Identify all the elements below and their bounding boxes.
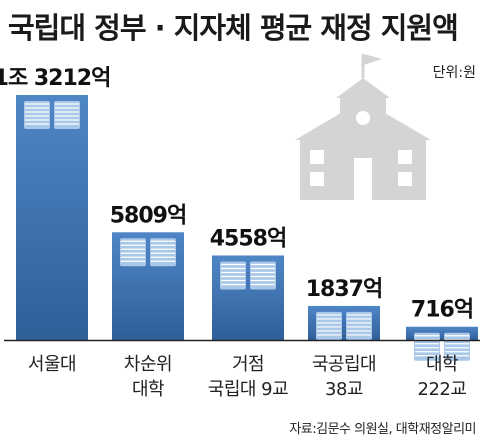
category-label-5: 대학	[426, 354, 458, 375]
book-stack-icon	[444, 332, 470, 361]
book-stack-icon	[54, 101, 80, 129]
book-stack-icon	[24, 101, 50, 129]
unit-label: 단위:원	[432, 65, 476, 81]
value-label-2: 5809억	[110, 203, 186, 228]
book-stack-icon	[316, 311, 342, 340]
chart-title: 국립대 정부 · 지자체 평균 재정 지원액	[8, 11, 459, 45]
book-stack-icon	[414, 332, 440, 361]
category-label-3: 거점	[232, 354, 264, 375]
book-stack-icon	[150, 238, 176, 267]
category-label-2: 차순위	[124, 354, 172, 375]
book-stack-icon	[250, 261, 276, 290]
category-label-4: 38교	[325, 379, 363, 400]
category-label-4: 국공립대	[312, 354, 376, 375]
book-stack-icon	[120, 238, 146, 267]
value-label-3: 4558억	[210, 226, 286, 251]
value-label-4: 1837억	[306, 277, 382, 302]
category-label-3: 국립대 9교	[208, 379, 288, 400]
book-stack-icon	[346, 311, 372, 340]
category-label-5: 222교	[418, 379, 467, 400]
category-label-2: 대학	[132, 379, 164, 400]
source-note: 자료:김문수 의원실, 대학재정알리미	[289, 422, 476, 437]
category-label-1: 서울대	[28, 354, 76, 375]
bar-1	[16, 95, 88, 340]
bars-group	[16, 95, 478, 361]
value-label-1: 1조 3212억	[0, 66, 110, 91]
school-building-icon	[295, 54, 431, 200]
book-stack-icon	[220, 261, 246, 290]
value-label-5: 716억	[411, 298, 473, 323]
